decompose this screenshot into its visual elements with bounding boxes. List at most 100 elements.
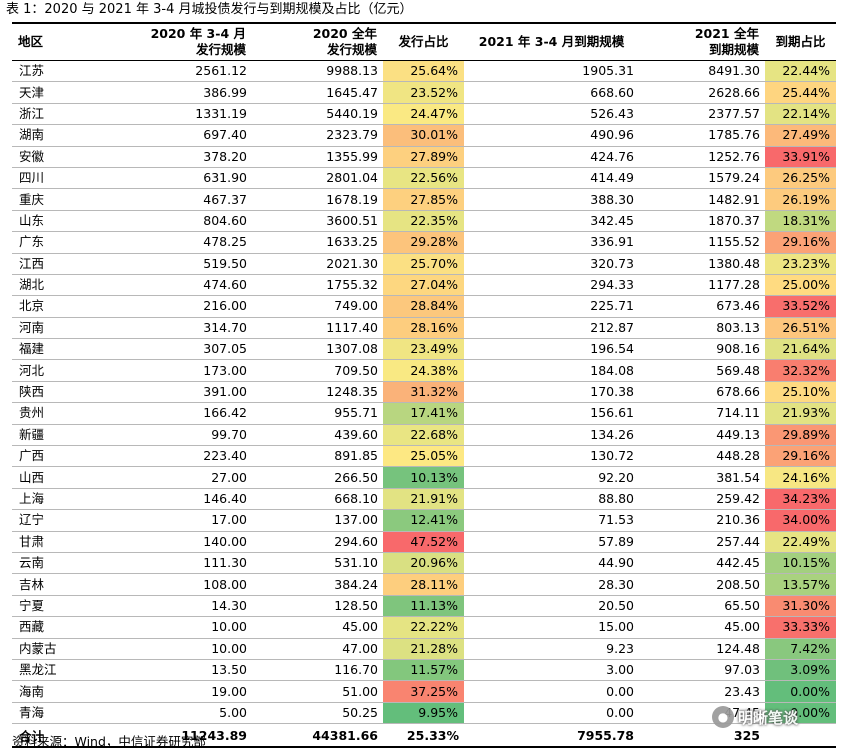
- cell-issue-3-4: 27.00: [116, 466, 252, 489]
- cell-issue-full: 116.70: [252, 659, 383, 682]
- cell-mature-3-4: 0.00: [464, 680, 639, 703]
- cell-mature-full: 714.11: [639, 402, 765, 425]
- header-issue-3-4-line1: 2020 年 3-4 月: [150, 26, 246, 41]
- cell-mature-ratio: 31.30%: [765, 595, 836, 618]
- cell-issue-ratio: 25.05%: [383, 445, 464, 468]
- cell-region: 河南: [12, 317, 116, 340]
- cell-mature-3-4: 28.30: [464, 573, 639, 596]
- cell-mature-full: 1380.48: [639, 253, 765, 275]
- cell-mature-ratio: 22.49%: [765, 531, 836, 553]
- cell-mature-3-4: 170.38: [464, 381, 639, 404]
- cell-region: 甘肃: [12, 531, 116, 553]
- cell-mature-ratio: 22.14%: [765, 103, 836, 126]
- cell-mature-ratio: 0.00%: [765, 680, 836, 703]
- cell-mature-ratio: 32.32%: [765, 359, 836, 382]
- table-row: 四川 631.90 2801.04 22.56% 414.49 1579.24 26.25%: [12, 167, 836, 190]
- cell-issue-full: 3600.51: [252, 210, 383, 233]
- table-row: 河南 314.70 1117.40 28.16% 212.87 803.13 26.51%: [12, 317, 836, 340]
- cell-mature-3-4: 424.76: [464, 146, 639, 168]
- cell-issue-full: 45.00: [252, 616, 383, 639]
- cell-issue-3-4: 378.20: [116, 146, 252, 168]
- table-row: 江苏 2561.12 9988.13 25.64% 1905.31 8491.30 22.4…: [12, 60, 836, 83]
- table-row: 北京 216.00 749.00 28.84% 225.71 673.46 33.52%: [12, 295, 836, 318]
- cell-issue-ratio: 22.56%: [383, 167, 464, 190]
- cell-issue-full: 50.25: [252, 702, 383, 725]
- cell-mature-ratio: 34.00%: [765, 509, 836, 532]
- cell-region: 江苏: [12, 60, 116, 83]
- header-mature-full: 2021 全年 到期规模: [639, 24, 765, 61]
- table-row: 山西 27.00 266.50 10.13% 92.20 381.54 24.16%: [12, 466, 836, 489]
- cell-issue-ratio: 27.89%: [383, 146, 464, 168]
- cell-issue-full: 1248.35: [252, 381, 383, 404]
- table-row: 湖北 474.60 1755.32 27.04% 294.33 1177.28 25.00%: [12, 274, 836, 297]
- table-row: 贵州 166.42 955.71 17.41% 156.61 714.11 21.93%: [12, 402, 836, 425]
- cell-mature-full: 2377.57: [639, 103, 765, 126]
- header-issue-full-line1: 2020 全年: [312, 26, 377, 41]
- cell-issue-full: 384.24: [252, 573, 383, 596]
- table-header: 地区 2020 年 3-4 月 发行规模 2020 全年 发行规模 发行占比 2…: [12, 24, 836, 61]
- cell-issue-ratio: 25.70%: [383, 253, 464, 275]
- cell-issue-ratio: 12.41%: [383, 509, 464, 532]
- table-row: 吉林 108.00 384.24 28.11% 28.30 208.50 13.57%: [12, 573, 836, 596]
- cell-issue-ratio: 29.28%: [383, 231, 464, 254]
- total-mature-ratio: [765, 723, 836, 749]
- bond-table: 地区 2020 年 3-4 月 发行规模 2020 全年 发行规模 发行占比 2…: [12, 24, 836, 749]
- cell-issue-ratio: 24.47%: [383, 103, 464, 126]
- cell-issue-3-4: 216.00: [116, 295, 252, 318]
- cell-issue-ratio: 21.28%: [383, 638, 464, 660]
- cell-issue-3-4: 14.30: [116, 595, 252, 618]
- cell-region: 新疆: [12, 424, 116, 447]
- cell-mature-ratio: 29.16%: [765, 445, 836, 468]
- cell-mature-3-4: 294.33: [464, 274, 639, 297]
- cell-issue-full: 128.50: [252, 595, 383, 618]
- cell-issue-full: 891.85: [252, 445, 383, 468]
- table-row: 天津 386.99 1645.47 23.52% 668.60 2628.66 25.44%: [12, 81, 836, 104]
- cell-mature-ratio: 33.52%: [765, 295, 836, 318]
- cell-issue-ratio: 30.01%: [383, 124, 464, 147]
- cell-issue-ratio: 17.41%: [383, 402, 464, 425]
- cell-issue-ratio: 22.35%: [383, 210, 464, 233]
- total-mature-3-4: 7955.78: [464, 723, 639, 749]
- cell-mature-3-4: 414.49: [464, 167, 639, 190]
- cell-mature-full: 23.43: [639, 680, 765, 703]
- cell-mature-full: 1870.37: [639, 210, 765, 233]
- cell-mature-3-4: 196.54: [464, 338, 639, 361]
- cell-mature-full: 259.42: [639, 488, 765, 511]
- cell-mature-full: 97.03: [639, 659, 765, 682]
- cell-mature-ratio: 22.44%: [765, 60, 836, 83]
- cell-issue-3-4: 307.05: [116, 338, 252, 361]
- table-row: 浙江 1331.19 5440.19 24.47% 526.43 2377.57 22.14…: [12, 103, 836, 126]
- cell-issue-full: 9988.13: [252, 60, 383, 83]
- watermark: ● 明晰笔谈: [712, 705, 798, 729]
- cell-issue-ratio: 27.04%: [383, 274, 464, 297]
- cell-issue-full: 2323.79: [252, 124, 383, 147]
- cell-mature-3-4: 20.50: [464, 595, 639, 618]
- cell-issue-ratio: 31.32%: [383, 381, 464, 404]
- cell-issue-full: 439.60: [252, 424, 383, 447]
- cell-mature-full: 803.13: [639, 317, 765, 340]
- total-row: 合计 11243.89 44381.66 25.33% 7955.78 325: [12, 723, 836, 749]
- watermark-text: 明晰笔谈: [738, 708, 799, 727]
- cell-issue-full: 1678.19: [252, 188, 383, 211]
- cell-mature-ratio: 34.23%: [765, 488, 836, 511]
- cell-mature-3-4: 88.80: [464, 488, 639, 511]
- cell-issue-ratio: 23.49%: [383, 338, 464, 361]
- cell-mature-ratio: 13.57%: [765, 573, 836, 596]
- cell-mature-ratio: 29.16%: [765, 231, 836, 254]
- cell-mature-full: 449.13: [639, 424, 765, 447]
- cell-issue-full: 266.50: [252, 466, 383, 489]
- cell-mature-ratio: 29.89%: [765, 424, 836, 447]
- table-row: 广西 223.40 891.85 25.05% 130.72 448.28 29.16%: [12, 445, 836, 468]
- table-row: 福建 307.05 1307.08 23.49% 196.54 908.16 21.64%: [12, 338, 836, 361]
- cell-issue-3-4: 111.30: [116, 552, 252, 575]
- cell-mature-ratio: 33.33%: [765, 616, 836, 639]
- table-row: 山东 804.60 3600.51 22.35% 342.45 1870.37 18.31%: [12, 210, 836, 233]
- cell-mature-full: 210.36: [639, 509, 765, 532]
- cell-mature-full: 124.48: [639, 638, 765, 660]
- cell-mature-3-4: 212.87: [464, 317, 639, 340]
- cell-issue-ratio: 28.84%: [383, 295, 464, 318]
- cell-issue-full: 137.00: [252, 509, 383, 532]
- cell-region: 天津: [12, 81, 116, 104]
- cell-mature-full: 1785.76: [639, 124, 765, 147]
- cell-mature-3-4: 134.26: [464, 424, 639, 447]
